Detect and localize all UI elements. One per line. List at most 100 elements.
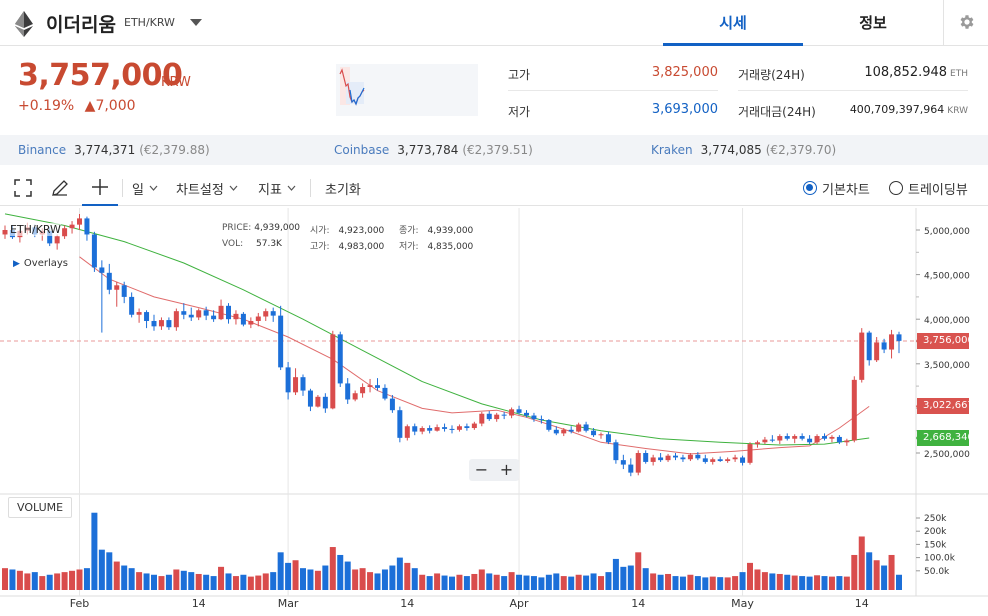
legend-volume: VOL: 57.3K: [222, 239, 282, 249]
volume-bar: [381, 569, 388, 590]
volume-bar: [247, 576, 254, 590]
basic-chart-radio[interactable]: 기본차트: [803, 170, 870, 206]
exchange-kraken[interactable]: Kraken 3,774,085 (€2,379.70): [651, 143, 836, 157]
volume-bar: [210, 576, 217, 590]
overlays-toggle[interactable]: ▶ Overlays: [13, 258, 68, 269]
candle-body: [136, 312, 142, 315]
exchange-price-bar: Binance 3,774,371 (€2,379.88) Coinbase 3,77…: [0, 135, 988, 165]
candle-body: [866, 332, 872, 361]
candle-body: [300, 377, 306, 391]
zoom-out-button[interactable]: −: [474, 460, 489, 479]
volume-bar: [143, 573, 150, 590]
volume-bar: [739, 572, 746, 590]
tab-quote[interactable]: 시세: [663, 0, 803, 46]
volume-bar: [180, 570, 187, 590]
candle-body: [583, 424, 589, 431]
candle-body: [382, 387, 388, 399]
volume-bar: [650, 573, 657, 590]
price-tick-label: 3,500,000: [924, 361, 970, 371]
volume-bar: [612, 558, 619, 590]
candle-body: [248, 320, 254, 325]
tab-info[interactable]: 정보: [859, 14, 887, 32]
volume-bar: [828, 576, 835, 590]
candle-body: [538, 419, 544, 421]
volume-bar: [367, 572, 374, 590]
candle-body: [69, 224, 75, 229]
volume-bar: [486, 573, 493, 590]
volume-bar: [225, 573, 232, 590]
settings-button[interactable]: [943, 0, 988, 46]
chevron-down-icon[interactable]: [188, 16, 204, 28]
fullscreen-button[interactable]: [14, 170, 36, 206]
stat-divider: [508, 90, 718, 91]
exchange-binance[interactable]: Binance 3,774,371 (€2,379.88): [18, 143, 210, 157]
volume-bar: [359, 568, 366, 590]
price-tick-label: 4,500,000: [924, 272, 970, 282]
reset-button[interactable]: 초기화: [325, 170, 361, 206]
low-label: 저가: [508, 105, 531, 119]
candle-body: [91, 234, 97, 268]
candle-body: [278, 315, 284, 368]
toolbar-divider: [122, 179, 123, 197]
candle-body: [658, 457, 664, 461]
candle-body: [173, 311, 179, 328]
candle-body: [777, 436, 783, 441]
volume-tick-label: 250k: [924, 514, 947, 524]
volume-bar: [583, 575, 590, 590]
exchange-price: 3,774,085: [700, 143, 762, 157]
candle-body: [695, 454, 701, 459]
candle-body: [710, 459, 716, 462]
candle-body: [576, 424, 582, 432]
volume-bar: [888, 554, 895, 590]
candle-body: [233, 313, 239, 320]
volume-tick-label: 100.0k: [924, 554, 956, 564]
exchange-coinbase[interactable]: Coinbase 3,773,784 (€2,379.51): [334, 143, 533, 157]
volume-bar: [173, 569, 180, 590]
volume-bar: [754, 569, 761, 590]
candle-body: [792, 436, 798, 439]
interval-select[interactable]: 일: [132, 170, 158, 206]
candle-body: [337, 334, 343, 384]
candle-body: [181, 311, 187, 315]
volume-bar: [560, 576, 567, 590]
volume-bar: [300, 568, 306, 590]
candle-body: [121, 285, 127, 297]
tradingview-radio[interactable]: 트레이딩뷰: [889, 170, 968, 206]
candle-body: [814, 436, 820, 443]
candle-body: [211, 315, 217, 320]
x-tick-label: May: [731, 597, 754, 610]
volume-bar: [285, 562, 292, 590]
volume-bar: [54, 573, 61, 590]
volume-bar: [627, 565, 634, 590]
crosshair-button[interactable]: [82, 170, 118, 206]
volume-bar: [165, 574, 172, 590]
candle-body: [263, 311, 269, 317]
price-change: +0.19% ▲7,000: [18, 98, 136, 114]
volume-bar: [724, 577, 731, 590]
exchange-name: Kraken: [651, 143, 693, 157]
volume-bar: [262, 573, 269, 590]
exchange-eur: (€2,379.70): [765, 143, 837, 157]
candle-body: [419, 428, 425, 432]
chart-settings-button[interactable]: 차트설정: [176, 170, 238, 206]
draw-button[interactable]: [51, 170, 73, 206]
candle-body: [702, 458, 708, 462]
gear-icon: [960, 15, 974, 29]
volume-bar: [16, 570, 23, 590]
volume-bar: [396, 557, 403, 590]
candle-body: [486, 413, 492, 420]
indicators-button[interactable]: 지표: [258, 170, 296, 206]
candle-body: [240, 313, 246, 325]
price-chart[interactable]: Feb 14 Mar 14 Apr 14 May 14 5,000,000 4,500,000 4,…: [0, 208, 988, 616]
zoom-in-button[interactable]: +: [499, 460, 514, 479]
legend-high: 고가: 4,983,000: [310, 239, 384, 252]
candle-body: [628, 464, 634, 473]
chart-canvas[interactable]: Feb 14 Mar 14 Apr 14 May 14 5,000,000 4,500,000 4,…: [0, 208, 988, 616]
volume-bar: [240, 574, 247, 590]
volume-bar: [642, 568, 649, 590]
volume-bar: [9, 569, 16, 590]
candle-body: [546, 419, 552, 430]
legend-open-value: 4,923,000: [338, 226, 385, 236]
x-tick-label: Apr: [510, 597, 530, 610]
